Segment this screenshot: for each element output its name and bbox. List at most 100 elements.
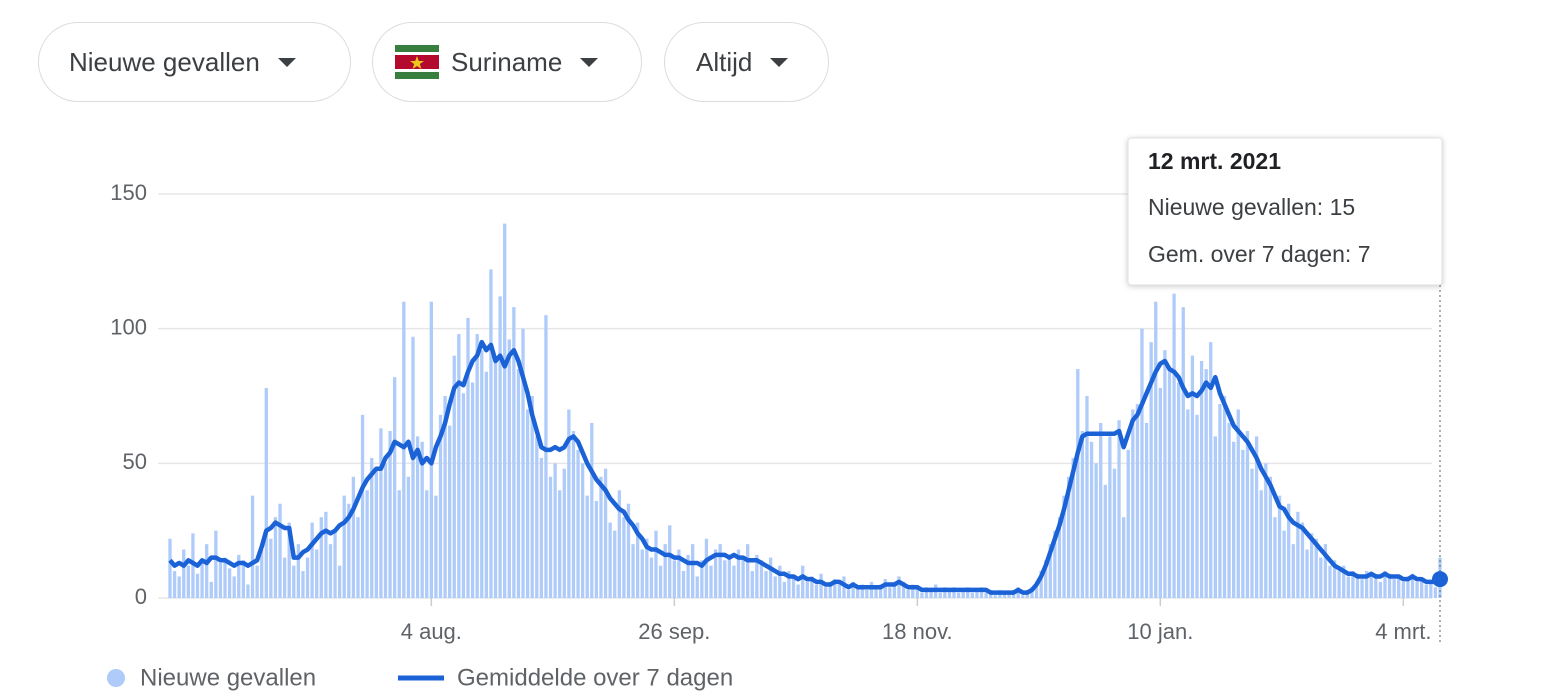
- bar: [1277, 495, 1282, 598]
- x-tick-label: 18 nov.: [882, 619, 953, 644]
- filter-label: Suriname: [451, 46, 563, 77]
- caret: [770, 57, 789, 67]
- bar: [727, 554, 732, 598]
- bar: [379, 428, 383, 598]
- bar: [1323, 544, 1328, 598]
- bar: [851, 581, 855, 598]
- bar: [892, 581, 897, 598]
- bar: [1397, 576, 1401, 598]
- bar: [1204, 369, 1208, 598]
- bar: [897, 576, 901, 598]
- bar: [906, 589, 910, 598]
- bar: [1209, 342, 1213, 598]
- bar: [1025, 589, 1030, 598]
- bar: [599, 476, 603, 598]
- bar: [1259, 490, 1263, 598]
- bar: [1030, 587, 1034, 598]
- bar: [1374, 573, 1378, 598]
- bar: [1241, 449, 1245, 598]
- bar: [498, 296, 502, 598]
- bar: [562, 468, 566, 598]
- bar: [168, 538, 172, 598]
- bar: [590, 422, 594, 598]
- legend-label: Nieuwe gevallen: [140, 664, 316, 691]
- bar: [782, 581, 787, 598]
- bar: [250, 495, 255, 598]
- bar: [1429, 581, 1433, 598]
- bar: [1410, 573, 1415, 598]
- bar: [434, 495, 438, 598]
- bar: [237, 554, 241, 598]
- bar: [558, 490, 562, 598]
- bar: [580, 463, 585, 598]
- bar: [1117, 420, 1121, 598]
- filter-label: Altijd: [696, 46, 753, 77]
- bar: [1053, 530, 1057, 598]
- bar: [397, 490, 401, 598]
- bar: [1002, 592, 1007, 598]
- bar: [1401, 581, 1405, 598]
- bar: [260, 549, 264, 598]
- bar: [878, 584, 883, 598]
- bar: [952, 587, 956, 598]
- bar: [929, 589, 933, 598]
- bar: [1034, 581, 1039, 598]
- tooltip: 12 mrt. 2021 Nieuwe gevallen: 15 Gem. over…: [1127, 137, 1443, 286]
- bar: [539, 457, 544, 598]
- bar: [328, 544, 333, 598]
- tooltip-line: Gem. over 7 dagen: 7: [1148, 241, 1370, 267]
- bar: [324, 511, 328, 598]
- bar: [1039, 571, 1043, 598]
- bar: [713, 549, 718, 598]
- bar: [1149, 342, 1153, 598]
- bar: [310, 522, 314, 598]
- bar: [672, 560, 676, 598]
- bar: [1089, 441, 1094, 598]
- bar: [970, 592, 974, 598]
- bar: [1296, 511, 1300, 598]
- bar: [269, 538, 273, 598]
- bar: [989, 589, 993, 598]
- bar: [1099, 422, 1103, 598]
- bar: [365, 490, 369, 598]
- bar: [833, 579, 837, 598]
- bar: [732, 565, 736, 598]
- bar: [177, 576, 181, 598]
- bar: [1268, 476, 1273, 598]
- bar: [182, 549, 186, 598]
- bar: [1232, 441, 1236, 598]
- bar: [723, 560, 727, 598]
- bar: [186, 565, 190, 598]
- bar: [218, 562, 223, 598]
- bar: [961, 589, 965, 598]
- bar: [791, 576, 796, 598]
- tooltip-label: Nieuwe gevallen:: [1148, 194, 1323, 220]
- bar: [1163, 350, 1167, 598]
- bar: [489, 269, 493, 598]
- y-tick-label: 100: [110, 314, 147, 339]
- bar: [1424, 584, 1428, 598]
- filter-chip[interactable]: Suriname: [372, 22, 642, 102]
- bar: [576, 449, 580, 598]
- bar: [525, 409, 530, 598]
- bar: [296, 544, 301, 598]
- bar: [869, 581, 874, 598]
- bar: [1167, 369, 1172, 598]
- bar: [645, 538, 649, 598]
- bar: [535, 436, 539, 598]
- bar: [457, 334, 461, 598]
- bar: [360, 414, 365, 598]
- bar: [1264, 463, 1268, 598]
- bar: [507, 339, 511, 598]
- bar: [1369, 576, 1373, 598]
- filter-chip[interactable]: Nieuwe gevallen: [38, 22, 351, 102]
- legend-swatch: [107, 669, 125, 687]
- bar: [246, 584, 250, 598]
- bar: [1282, 530, 1286, 598]
- bar: [1062, 495, 1066, 598]
- bar: [1346, 576, 1350, 598]
- bar: [911, 584, 915, 598]
- filter-chip[interactable]: Altijd: [664, 22, 829, 102]
- bar: [223, 557, 227, 598]
